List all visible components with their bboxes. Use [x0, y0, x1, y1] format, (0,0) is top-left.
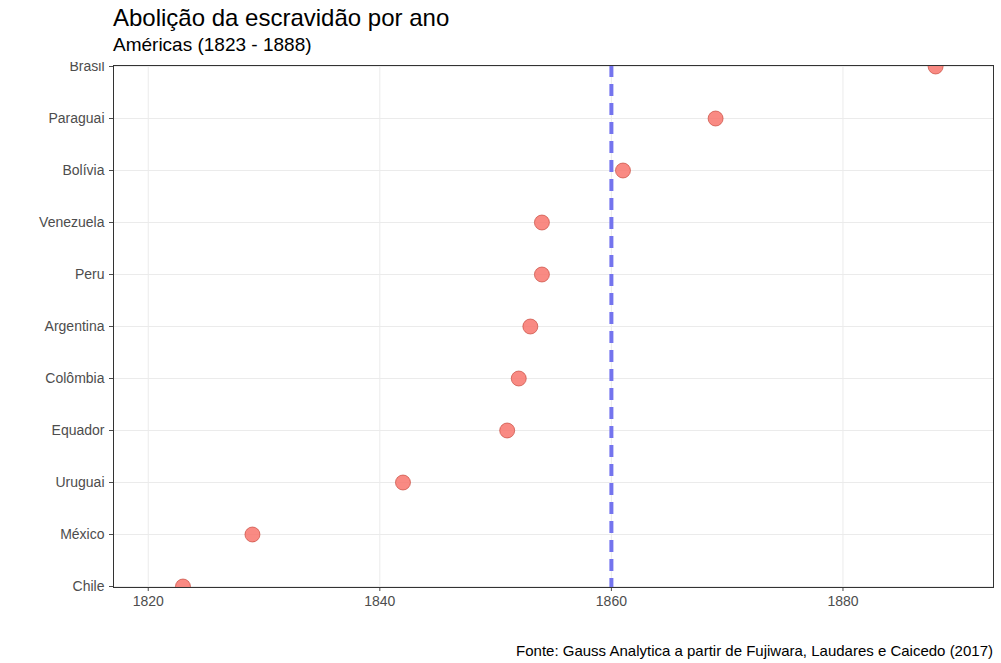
html-text:Américas (1823 - 1888): Américas (1823 - 1888)	[113, 34, 312, 55]
svg-text:Chile: Chile	[73, 578, 105, 594]
svg-text:Uruguai: Uruguai	[55, 474, 104, 490]
svg-text:Peru: Peru	[75, 266, 105, 282]
svg-text:Argentina: Argentina	[45, 318, 105, 334]
svg-text:México: México	[60, 526, 105, 542]
svg-text:1860: 1860	[596, 593, 627, 609]
svg-text:Colômbia: Colômbia	[45, 370, 104, 386]
svg-text:Bolívia: Bolívia	[62, 162, 104, 178]
svg-text:Equador: Equador	[52, 422, 105, 438]
html-text:Abolição da escravidão por ano: Abolição da escravidão por ano	[113, 4, 450, 31]
html-text:Fonte: Gauss Analytica a parti: Fonte: Gauss Analytica a partir de Fujiw…	[516, 642, 993, 659]
svg-text:Venezuela: Venezuela	[39, 214, 105, 230]
svg-text:Paraguai: Paraguai	[48, 110, 104, 126]
svg-text:1820: 1820	[133, 593, 164, 609]
svg-text:1880: 1880	[827, 593, 858, 609]
svg-text:Brasil: Brasil	[69, 62, 104, 74]
svg-text:1840: 1840	[364, 593, 395, 609]
